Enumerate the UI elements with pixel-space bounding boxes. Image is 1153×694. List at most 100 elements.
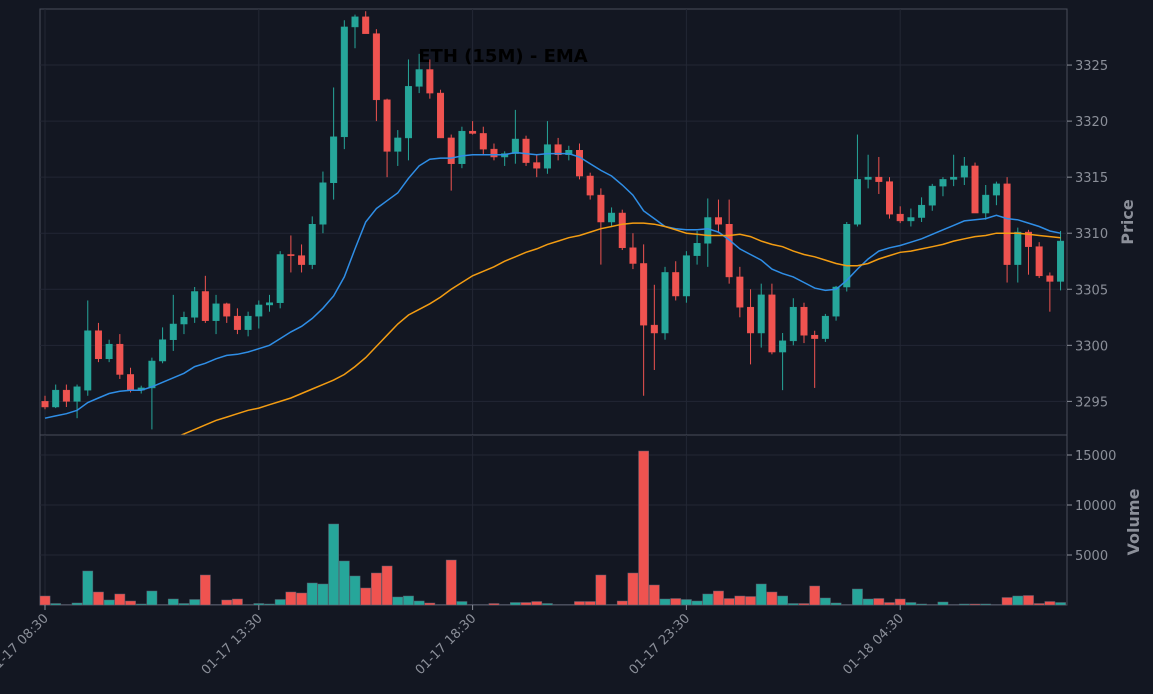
time-tick-label: 01-17 08:30: [0, 611, 52, 678]
candle-body: [682, 255, 690, 297]
volume-bar: [1033, 603, 1045, 606]
volume-bar: [841, 604, 853, 606]
candle-body: [372, 33, 380, 101]
volume-bar: [820, 597, 831, 606]
time-tick-label: 01-17 23:30: [626, 611, 693, 678]
volume-bar: [125, 600, 136, 606]
volume-bar: [830, 602, 842, 606]
candle-body: [992, 183, 1000, 196]
candle-body: [415, 69, 423, 87]
price-tick-label: 3320: [1075, 115, 1108, 130]
volume-bar: [798, 603, 810, 606]
volume-bar: [584, 601, 596, 606]
volume-bar: [627, 572, 639, 606]
volume-bar: [884, 602, 895, 606]
candle-body: [426, 69, 434, 94]
candle-body: [811, 334, 819, 339]
candle-body: [490, 148, 498, 158]
candle-body: [714, 217, 722, 225]
candle-body: [479, 133, 487, 150]
volume-tick-label: 15000: [1075, 449, 1116, 464]
volume-bar: [157, 604, 168, 606]
volume-bar: [296, 592, 307, 606]
candle-body: [757, 294, 765, 334]
candle-body: [939, 179, 947, 187]
candle-body: [747, 306, 755, 334]
candle-body: [779, 340, 787, 353]
candle-body: [1035, 246, 1043, 277]
volume-bar: [499, 604, 511, 606]
price-axis-title: Price: [1118, 199, 1137, 245]
candle-body: [543, 144, 551, 169]
volume-bar: [755, 583, 767, 606]
candle-body: [52, 389, 60, 408]
volume-bar: [221, 599, 233, 606]
volume-bar: [723, 598, 735, 606]
candle-body: [233, 315, 241, 330]
price-tick-label: 3310: [1075, 227, 1108, 242]
volume-tick-label: 10000: [1075, 499, 1116, 514]
volume-bar: [264, 603, 275, 606]
candle-body: [319, 182, 327, 225]
volume-bar: [392, 596, 404, 606]
candle-body: [800, 306, 808, 336]
time-tick-label: 01-17 18:30: [413, 611, 480, 678]
volume-bar: [916, 603, 927, 606]
candle-body: [533, 162, 541, 169]
volume-bar: [894, 598, 906, 606]
time-tick-label: 01-17 13:30: [199, 611, 266, 678]
volume-bar: [242, 604, 254, 606]
volume-bar: [713, 590, 724, 606]
volume-bar: [1001, 597, 1013, 606]
candle-body: [223, 303, 231, 317]
volume-bar: [958, 603, 970, 606]
candle-body: [511, 138, 519, 154]
volume-bar: [766, 591, 778, 606]
candle-body: [437, 92, 445, 139]
volume-bar: [745, 596, 756, 606]
candle-body: [255, 304, 263, 317]
candle-body: [618, 212, 626, 249]
volume-bar: [659, 598, 671, 606]
candle-body: [351, 16, 359, 28]
time-axis-ticks: 01-17 08:30 01-17 13:30 01-17 18:30 01-17 2…: [0, 605, 907, 678]
volume-bar: [542, 603, 553, 606]
volume-bar: [274, 599, 286, 606]
candle-body: [704, 217, 712, 244]
volume-bar: [552, 604, 564, 606]
candle-body: [244, 315, 252, 330]
candle-body: [116, 343, 124, 375]
volume-bar: [980, 603, 992, 606]
ema-slow-series-line: [179, 222, 1061, 435]
candle-body: [362, 16, 370, 34]
candle-body: [843, 223, 851, 288]
candle-body: [105, 343, 113, 360]
candle-body: [84, 330, 92, 391]
candle-body: [298, 255, 306, 265]
candle-body: [768, 294, 776, 353]
candle-body: [383, 99, 391, 152]
candle-body: [340, 26, 348, 138]
volume-bar: [809, 585, 821, 606]
candle-body: [725, 223, 733, 278]
candle-body: [159, 339, 167, 362]
volume-bar: [681, 599, 692, 606]
volume-bar: [232, 598, 243, 606]
price-tick-label: 3325: [1075, 59, 1108, 74]
candle-body: [950, 176, 958, 180]
candle-body: [1046, 275, 1054, 282]
candle-body: [522, 138, 530, 163]
volume-bar: [135, 603, 147, 606]
candle-body: [640, 263, 648, 326]
candle-body: [886, 181, 894, 215]
candle-body: [265, 302, 273, 306]
time-tick-label: 01-18 04:30: [840, 611, 907, 678]
volume-bar: [413, 600, 425, 606]
price-tick-label: 3295: [1075, 395, 1108, 410]
volume-bar: [61, 604, 72, 606]
candle-body: [576, 150, 583, 177]
candle-body: [73, 386, 81, 402]
volume-bar: [477, 604, 489, 606]
volume-bar: [873, 598, 885, 606]
